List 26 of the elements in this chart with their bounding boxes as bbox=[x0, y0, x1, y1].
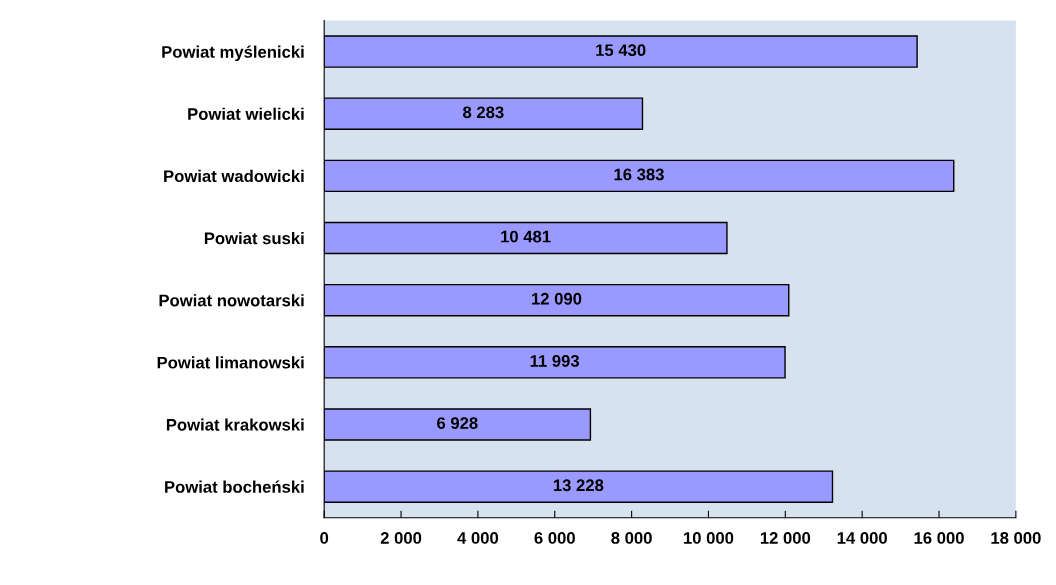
x-tick-label: 6 000 bbox=[534, 532, 575, 544]
x-tick-label: 14 000 bbox=[837, 532, 887, 544]
data-label: 13 228 bbox=[553, 479, 604, 492]
x-tick-label: 0 bbox=[320, 532, 329, 544]
x-tick-label: 8 000 bbox=[611, 532, 652, 544]
y-tick-label: Powiat krakowski bbox=[166, 418, 304, 431]
x-tick-label: 4 000 bbox=[457, 532, 499, 544]
data-label: 10 481 bbox=[501, 230, 551, 243]
data-label: 15 430 bbox=[596, 44, 646, 57]
x-tick-label: 18 000 bbox=[991, 532, 1041, 544]
y-tick-label: Powiat limanowski bbox=[157, 356, 304, 369]
data-label: 8 283 bbox=[463, 106, 504, 119]
x-tick-label: 16 000 bbox=[914, 532, 964, 544]
y-tick-label: Powiat wadowicki bbox=[164, 169, 304, 183]
x-tick-label: 2 000 bbox=[380, 532, 422, 544]
y-tick-label: Powiat wielicki bbox=[188, 107, 304, 120]
data-label: 11 993 bbox=[530, 355, 580, 367]
data-label: 6 928 bbox=[437, 417, 478, 429]
y-tick-label: Powiat bocheński bbox=[165, 480, 304, 493]
y-tick-label: Powiat myślenicki bbox=[162, 45, 304, 62]
y-tick-label: Powiat nowotarski bbox=[159, 294, 304, 307]
data-label: 12 090 bbox=[532, 292, 582, 305]
y-tick-label: Powiat suski bbox=[204, 231, 304, 245]
x-tick-label: 10 000 bbox=[684, 532, 734, 544]
data-label: 16 383 bbox=[614, 168, 664, 181]
x-tick-label: 12 000 bbox=[760, 532, 811, 544]
